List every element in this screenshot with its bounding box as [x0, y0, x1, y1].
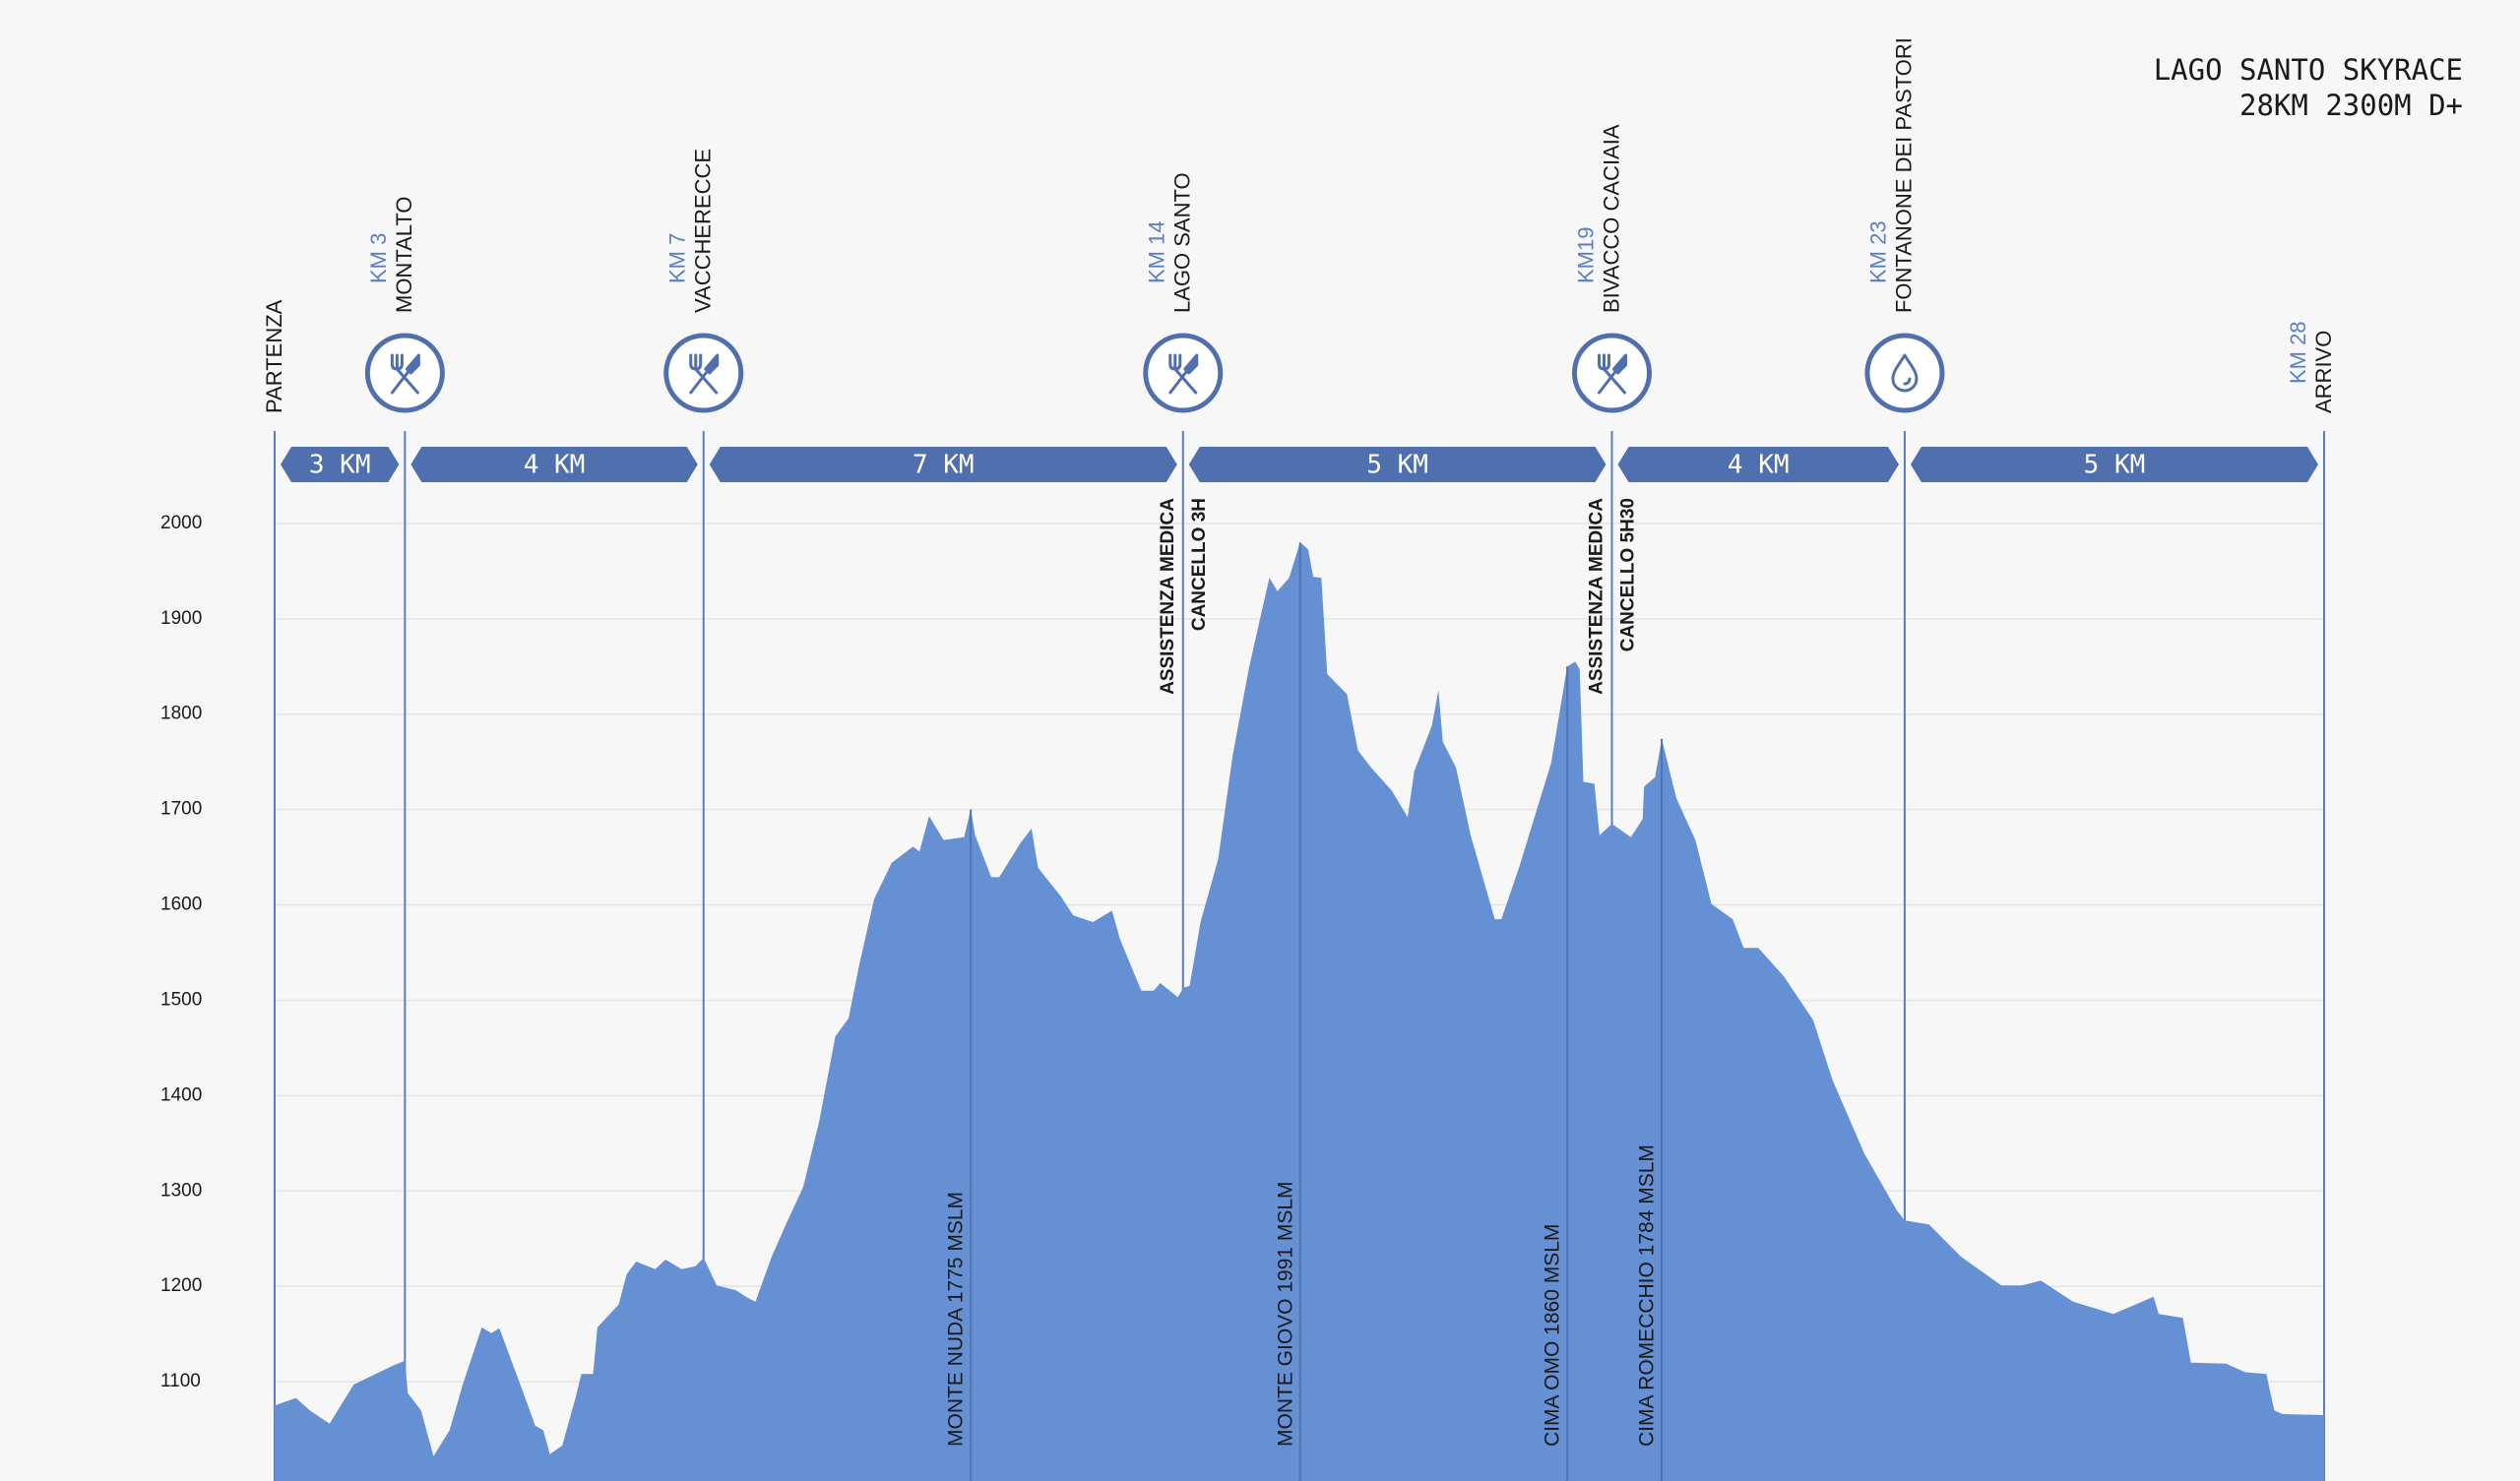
- chart-subtitle: 28KM 2300M D+: [2239, 89, 2463, 122]
- peak-label: CIMA ROMECCHIO 1784 MSLM: [1636, 1144, 1659, 1447]
- segment-label: 5 KM: [1366, 451, 1428, 480]
- y-tick-label: 1600: [160, 895, 202, 915]
- y-tick-label: 2000: [160, 513, 202, 533]
- waypoint-note: CANCELLO 5H30: [1618, 498, 1639, 651]
- segment-arrow: [1617, 447, 1899, 482]
- waypoint-icon: [1891, 353, 1919, 393]
- segment-label: 5 KM: [2084, 451, 2146, 480]
- y-tick-label: 1700: [160, 799, 202, 820]
- peak-label: MONTE NUDA 1775 MSLM: [945, 1192, 968, 1447]
- waypoint-note: CANCELLO 3H: [1189, 498, 1210, 631]
- waypoint-km: KM 7: [665, 233, 690, 283]
- waypoint-icon-circle: [1572, 333, 1653, 413]
- drop: [1891, 353, 1919, 393]
- fork: [689, 353, 719, 395]
- waypoint-km: KM 3: [366, 233, 391, 283]
- knife: [689, 353, 720, 395]
- y-tick-label: 1400: [160, 1084, 202, 1105]
- waypoint-icon: [1598, 353, 1628, 395]
- waypoint-note: ASSISTENZA MEDICA: [1587, 498, 1607, 695]
- waypoint-km: KM 23: [1866, 220, 1891, 283]
- waypoint-note: ASSISTENZA MEDICA: [1158, 498, 1178, 695]
- segment-label: 4 KM: [524, 451, 586, 480]
- waypoint-icon: [390, 353, 420, 395]
- y-tick-label: 1100: [160, 1371, 201, 1391]
- waypoint-label: BIVACCO CACIAIA: [1599, 124, 1623, 313]
- waypoint-icon: [1168, 353, 1199, 395]
- knife: [1168, 353, 1199, 395]
- waypoint-label: LAGO SANTO: [1170, 172, 1195, 313]
- segment-arrow: [281, 447, 400, 482]
- waypoint-icon: [689, 353, 720, 395]
- y-tick-label: 1500: [160, 989, 202, 1010]
- segment-arrow: [709, 447, 1177, 482]
- waypoint-label: MONTALTO: [392, 196, 416, 313]
- y-tick-label: 1300: [160, 1180, 202, 1201]
- peak-label: MONTE GIOVO 1991 MSLM: [1274, 1181, 1296, 1447]
- waypoint-label: FONTANONE DEI PASTORI: [1892, 37, 1917, 313]
- waypoint-icon-circle: [1864, 333, 1945, 413]
- segment-arrow: [410, 447, 698, 482]
- y-tick-label: 1200: [160, 1275, 202, 1296]
- waypoint-icon-circle: [364, 333, 445, 413]
- waypoint-km: KM19: [1573, 227, 1598, 283]
- fork: [390, 353, 419, 395]
- segment-label: 4 KM: [1728, 451, 1790, 480]
- waypoint-km: KM 14: [1145, 220, 1169, 283]
- waypoint-label: PARTENZA: [262, 299, 286, 413]
- waypoint-icon-circle: [1143, 333, 1224, 413]
- waypoint-label: VACCHERECCE: [691, 149, 716, 313]
- knife: [1598, 353, 1628, 395]
- waypoint-label: ARRIVO: [2311, 331, 2336, 413]
- fork: [1598, 353, 1627, 395]
- waypoint-km: KM 28: [2286, 321, 2310, 384]
- fork: [1168, 353, 1198, 395]
- y-tick-label: 1900: [160, 608, 202, 629]
- segment-arrow: [1188, 447, 1606, 482]
- segment-label: 7 KM: [913, 451, 975, 480]
- peak-label: CIMA OMO 1860 MSLM: [1542, 1224, 1564, 1447]
- chart-title: LAGO SANTO SKYRACE: [2154, 53, 2463, 87]
- y-tick-label: 1800: [160, 704, 202, 724]
- waypoint-icon-circle: [663, 333, 744, 413]
- knife: [390, 353, 420, 395]
- segment-arrow: [1910, 447, 2318, 482]
- segment-label: 3 KM: [309, 451, 371, 480]
